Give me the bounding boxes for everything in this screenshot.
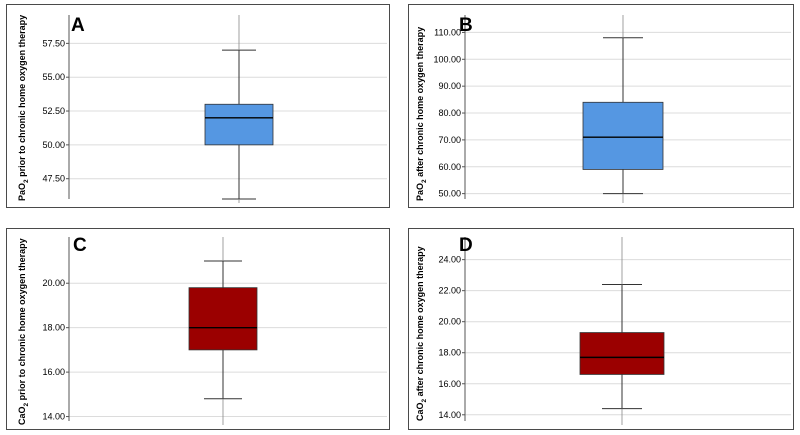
y-tick-label: 14.00 [438,410,461,420]
y-tick-label: 90.00 [438,81,461,91]
y-tick-label: 47.50 [42,174,65,184]
y-tick-label: 22.00 [438,286,461,296]
y-tick-label: 18.00 [438,348,461,358]
boxplot-d: 14.00 16.00 18.00 20.00 22.00 24.00 [438,237,791,425]
iqr-box [188,287,258,351]
boxplot-c: 14.00 16.00 18.00 20.00 [42,237,387,425]
y-tick-label: 24.00 [438,255,461,265]
y-tick-label: 20.00 [438,317,461,327]
y-axis-label: CaO2 prior to chronic home oxygen therap… [17,238,30,425]
y-axis-label: PaO2 prior to chronic home oxygen therap… [17,14,30,201]
y-tick-label: 60.00 [438,162,461,172]
y-tick-label: 20.00 [42,278,65,288]
y-tick-label: 80.00 [438,108,461,118]
y-axis-label: CaO2 after chronic home oxygen therapy [415,246,428,421]
panel-c: 14.00 16.00 18.00 20.00 C CaO2 prior to chr… [6,228,390,430]
y-tick-label: 16.00 [438,379,461,389]
y-tick-label: 52.50 [42,106,65,116]
y-tick-label: 16.00 [42,367,65,377]
y-tick-label: 110.00 [434,27,461,37]
y-tick-label: 55.00 [42,72,65,82]
boxplot-a: 47.50 50.00 52.50 55.00 57.50 [42,15,387,203]
iqr-box [582,101,664,170]
y-tick-label: 18.00 [42,323,65,333]
panel-d: 14.00 16.00 18.00 20.00 22.00 24.00 D CaO2 af… [408,228,794,430]
iqr-box [204,103,274,146]
iqr-box [579,332,665,375]
panel-label: C [73,235,87,256]
boxplot-b: 50.00 60.00 70.00 80.00 90.00 100.00 110.00 [433,15,791,203]
y-tick-label: 14.00 [42,412,65,422]
panel-a: 47.50 50.00 52.50 55.00 57.50 A PaO2 prior t… [6,4,390,208]
y-axis-label: PaO2 after chronic home oxygen therapy [415,26,428,201]
y-tick-label: 50.00 [42,140,65,150]
y-tick-label: 100.00 [433,54,461,64]
y-tick-label: 50.00 [438,189,461,199]
y-tick-label: 70.00 [438,135,461,145]
y-tick-label: 57.50 [42,38,65,48]
panel-label: D [459,235,473,256]
panel-label: B [459,15,473,36]
panel-b: 50.00 60.00 70.00 80.00 90.00 100.00 110.00 B … [408,4,794,208]
panel-label: A [71,15,85,36]
